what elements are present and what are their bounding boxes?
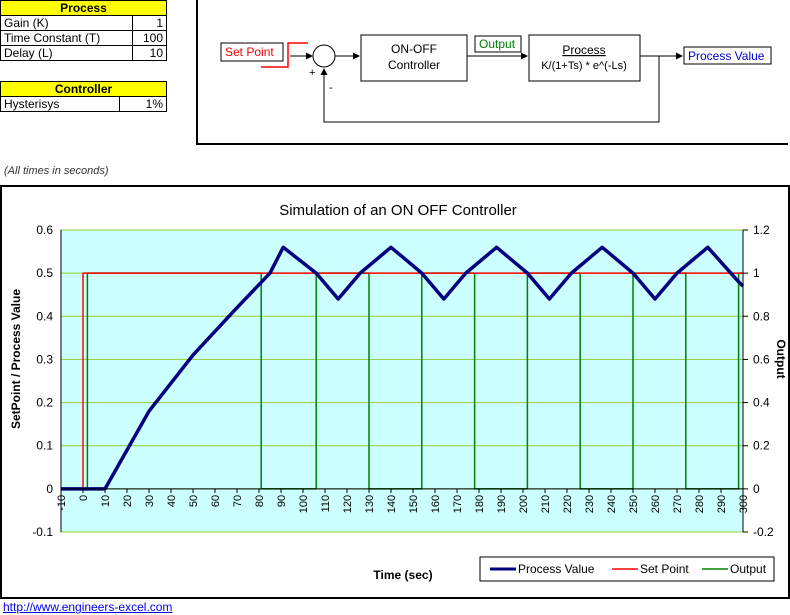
controller-label-1: ON-OFF <box>391 42 437 56</box>
x-tick-label: 200 <box>518 495 530 513</box>
legend-label-process-value: Process Value <box>518 562 595 576</box>
y2-axis-label: Output <box>774 339 788 378</box>
set-point-box[interactable] <box>220 42 284 62</box>
x-tick-label: 150 <box>408 495 420 513</box>
y2-tick-label: 0.4 <box>753 396 770 410</box>
y-tick-label: 0.2 <box>36 396 53 410</box>
y-tick-label: 0.3 <box>36 352 53 366</box>
controller-table-title: Controller <box>0 81 167 97</box>
table-row: Gain (K) 1 <box>0 15 168 31</box>
process-formula: K/(1+Ts) * e^(-Ls) <box>541 60 627 72</box>
output-label-box <box>474 35 522 53</box>
y-axis-label: SetPoint / Process Value <box>9 289 23 429</box>
x-tick-label: 100 <box>298 495 310 513</box>
process-block[interactable] <box>528 34 641 82</box>
param-value[interactable]: 1% <box>119 96 167 112</box>
plus-sign: + <box>309 67 315 79</box>
param-label[interactable]: Time Constant (T) <box>0 30 133 46</box>
x-tick-label: 290 <box>716 495 728 513</box>
param-value[interactable]: 10 <box>131 45 168 61</box>
controller-block[interactable] <box>360 34 468 82</box>
x-tick-label: 300 <box>738 495 750 513</box>
param-label[interactable]: Hysterisys <box>0 96 121 112</box>
process-value-box[interactable] <box>683 46 772 65</box>
x-tick-label: 220 <box>562 495 574 513</box>
x-tick-label: 270 <box>672 495 684 513</box>
x-tick-label: 160 <box>430 495 442 513</box>
y2-tick-label: -0.2 <box>753 525 774 539</box>
x-tick-label: 70 <box>232 495 244 507</box>
series-process-value <box>61 245 745 491</box>
chart-frame: Simulation of an ON OFF Controller -0.1 0… <box>0 185 790 599</box>
x-tick-label: 110 <box>320 495 332 513</box>
chart: Simulation of an ON OFF Controller -0.1 0… <box>9 202 788 582</box>
x-tick-label: -10 <box>56 495 68 511</box>
y2-tick-label: 0.8 <box>753 309 770 323</box>
process-value-label: Process Value <box>688 49 765 63</box>
x-tick-label: 190 <box>496 495 508 513</box>
feedback-loop <box>320 56 660 123</box>
y-tick-label: 0.5 <box>36 266 53 280</box>
x-tick-label: 30 <box>144 495 156 507</box>
summing-junction <box>312 44 336 68</box>
x-tick-label: 60 <box>210 495 222 507</box>
legend-label-output: Output <box>730 562 767 576</box>
x-tick-label: 80 <box>254 495 266 507</box>
set-point-label: Set Point <box>225 45 274 59</box>
process-table-title: Process <box>0 0 167 16</box>
controller-label-2: Controller <box>388 58 440 72</box>
y2-tick-label: 0 <box>753 482 760 496</box>
y-tick-label: 0.6 <box>36 223 53 237</box>
x-tick-label: 140 <box>386 495 398 513</box>
x-tick-label: 90 <box>276 495 288 507</box>
x-tick-label: 170 <box>452 495 464 513</box>
plot-area <box>60 229 744 533</box>
block-diagram: Set Point + - ON-OFF Controller Output P… <box>220 34 772 123</box>
param-value[interactable]: 1 <box>131 15 168 31</box>
table-row: Hysterisys 1% <box>0 96 167 112</box>
param-label[interactable]: Delay (L) <box>0 45 133 61</box>
x-tick-label: 250 <box>628 495 640 513</box>
chart-title: Simulation of an ON OFF Controller <box>279 202 517 219</box>
x-tick-label: 10 <box>100 495 112 507</box>
axes: -0.1 0 0.1 0.2 0.3 0.4 0.5 0.6 -0.2 0 0.2 0.4 0.6 0.8… <box>32 223 774 539</box>
x-tick-label: 20 <box>122 495 134 507</box>
series-output <box>61 272 743 490</box>
y-tick-label: 0.4 <box>36 309 53 323</box>
legend-label-set-point: Set Point <box>640 562 689 576</box>
table-row: Delay (L) 10 <box>0 45 168 61</box>
process-title: Process <box>562 43 605 57</box>
output-label: Output <box>479 37 516 51</box>
x-tick-label: 230 <box>584 495 596 513</box>
x-tick-label: 180 <box>474 495 486 513</box>
y-tick-label: -0.1 <box>32 525 53 539</box>
website-link[interactable]: http://www.engineers-excel.com <box>3 600 173 614</box>
y2-tick-label: 1 <box>753 266 760 280</box>
y-tick-label: 0 <box>46 482 53 496</box>
step-symbol <box>261 42 308 68</box>
y2-tick-label: 0.6 <box>753 352 770 366</box>
minus-sign: - <box>329 82 333 94</box>
x-tick-label: 120 <box>342 495 354 513</box>
x-tick-label: 50 <box>188 495 200 507</box>
x-axis-label: Time (sec) <box>373 568 432 582</box>
y2-tick-label: 1.2 <box>753 223 770 237</box>
param-value[interactable]: 100 <box>131 30 168 46</box>
y2-tick-label: 0.2 <box>753 439 770 453</box>
process-parameters-table: Process Gain (K) 1 Time Constant (T) 100… <box>0 0 168 61</box>
legend: Process Value Set Point Output <box>479 556 775 582</box>
controller-parameters-table: Controller Hysterisys 1% <box>0 81 167 112</box>
x-tick-label: 210 <box>540 495 552 513</box>
x-tick-label: 40 <box>166 495 178 507</box>
block-diagram-frame: Set Point + - ON-OFF Controller Output P… <box>196 0 788 145</box>
x-tick-label: 130 <box>364 495 376 513</box>
y-tick-label: 0.1 <box>36 439 53 453</box>
table-row: Time Constant (T) 100 <box>0 30 168 46</box>
param-label[interactable]: Gain (K) <box>0 15 133 31</box>
x-tick-label: 240 <box>606 495 618 513</box>
x-tick-label: 280 <box>694 495 706 513</box>
x-tick-label: 0 <box>78 495 90 501</box>
x-tick-label: 260 <box>650 495 662 513</box>
time-units-note: (All times in seconds) <box>4 165 109 177</box>
